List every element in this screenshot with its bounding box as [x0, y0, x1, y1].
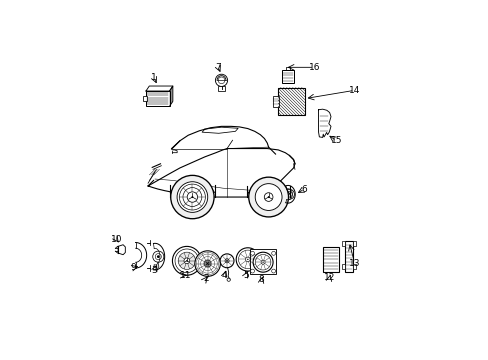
Circle shape	[157, 255, 160, 258]
Circle shape	[255, 184, 282, 211]
Text: 13: 13	[348, 258, 360, 267]
Bar	[342, 264, 345, 269]
Bar	[142, 96, 146, 102]
Text: 4: 4	[221, 271, 227, 280]
Circle shape	[267, 196, 269, 198]
Circle shape	[187, 192, 197, 202]
Text: 15: 15	[330, 136, 342, 145]
Text: 10: 10	[110, 235, 122, 244]
Text: 2: 2	[203, 274, 208, 283]
Bar	[322, 247, 339, 272]
Text: 7: 7	[215, 63, 221, 72]
Bar	[344, 242, 352, 272]
Text: 16: 16	[308, 63, 320, 72]
Circle shape	[170, 175, 214, 219]
Circle shape	[246, 259, 248, 260]
Circle shape	[195, 251, 220, 276]
Text: 3: 3	[151, 266, 157, 275]
Text: 5: 5	[243, 271, 248, 280]
Text: 8: 8	[258, 275, 264, 284]
Bar	[273, 96, 278, 107]
Bar	[278, 87, 304, 115]
Circle shape	[248, 177, 288, 217]
Circle shape	[172, 246, 201, 275]
Circle shape	[271, 251, 275, 255]
Circle shape	[250, 269, 254, 273]
Text: 1: 1	[151, 73, 157, 82]
Bar	[342, 242, 345, 246]
Circle shape	[226, 278, 230, 281]
Bar	[282, 70, 293, 84]
Text: 6: 6	[301, 185, 307, 194]
Circle shape	[177, 182, 207, 212]
Bar	[217, 86, 225, 91]
Circle shape	[204, 260, 210, 267]
Bar	[352, 264, 355, 269]
Text: 9: 9	[130, 263, 136, 272]
Bar	[146, 91, 169, 106]
Text: 11: 11	[180, 271, 191, 280]
Bar	[352, 242, 355, 246]
Circle shape	[186, 260, 187, 261]
Circle shape	[271, 269, 275, 273]
Text: 12: 12	[323, 274, 335, 283]
Circle shape	[178, 252, 195, 269]
Circle shape	[245, 257, 250, 262]
Circle shape	[262, 261, 263, 263]
Circle shape	[253, 252, 272, 272]
Circle shape	[224, 259, 229, 263]
Circle shape	[220, 254, 233, 268]
Circle shape	[183, 258, 189, 264]
Circle shape	[250, 251, 254, 255]
Circle shape	[236, 248, 259, 271]
Circle shape	[191, 196, 193, 198]
Circle shape	[261, 260, 264, 264]
Circle shape	[215, 74, 227, 86]
Text: 14: 14	[348, 86, 360, 95]
Circle shape	[264, 193, 272, 201]
Bar	[249, 249, 276, 274]
